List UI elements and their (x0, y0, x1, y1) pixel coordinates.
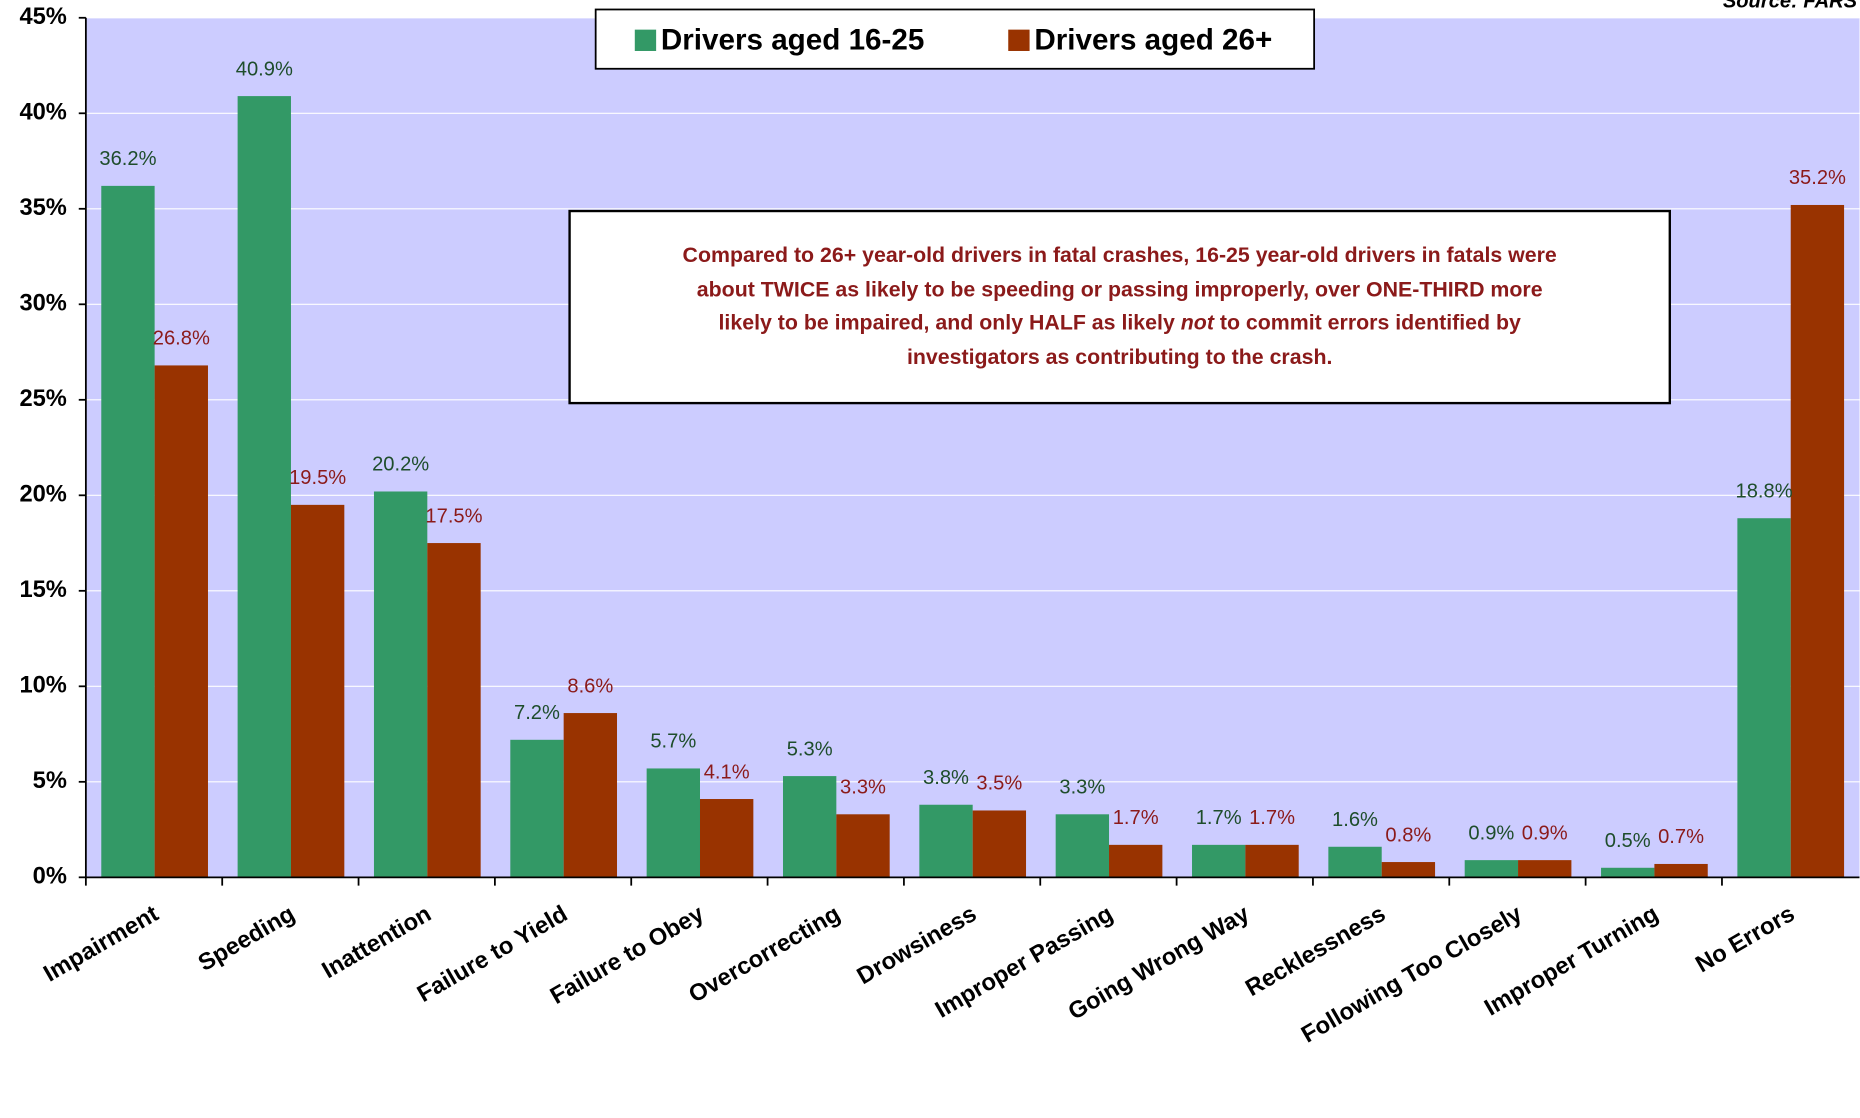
bar (510, 739, 564, 878)
value-label: 40.9% (236, 58, 293, 80)
bar (290, 504, 345, 878)
legend-label: Drivers aged 16-25 (661, 23, 925, 56)
value-label: 19.5% (289, 467, 346, 489)
annotation-line: Compared to 26+ year-old drivers in fata… (683, 243, 1557, 267)
annotation-box (568, 209, 1671, 405)
y-tick-label: 20% (19, 482, 66, 508)
bar (1245, 844, 1299, 878)
bar (1737, 518, 1791, 878)
annotation-emphasis: not (1181, 310, 1215, 334)
bar (427, 543, 481, 878)
value-label: 3.8% (923, 767, 969, 789)
y-tick-label: 30% (19, 291, 66, 317)
value-label: 8.6% (567, 675, 613, 697)
legend (594, 8, 1316, 70)
bar (237, 96, 291, 878)
y-tick-label: 40% (19, 100, 66, 126)
bar (1192, 844, 1246, 878)
annotation-text: about TWICE as likely to be speeding or … (697, 277, 1543, 301)
value-label: 17.5% (425, 505, 482, 527)
bar (563, 713, 618, 878)
bar (1055, 814, 1110, 878)
value-label: 18.8% (1735, 480, 1792, 502)
annotation-text: likely to be impaired, and only HALF as … (719, 310, 1181, 334)
y-tick-label: 0% (33, 864, 67, 890)
bar (972, 810, 1027, 878)
bar (373, 491, 428, 878)
plot-area (85, 17, 1860, 878)
value-label: 1.7% (1113, 807, 1159, 829)
x-tick-label: Following Too Closely (1297, 901, 1527, 1049)
value-label: 0.5% (1605, 830, 1651, 852)
value-label: 0.8% (1385, 824, 1431, 846)
bar (1518, 860, 1572, 878)
value-label: 5.3% (787, 738, 833, 760)
x-tick-label: No Errors (1692, 901, 1800, 978)
value-label: 1.7% (1196, 807, 1242, 829)
bar (699, 799, 754, 878)
x-tick-label: Impairment (39, 901, 163, 987)
y-tick-label: 5% (33, 768, 67, 794)
annotation-line: likely to be impaired, and only HALF as … (719, 310, 1521, 334)
legend-swatch (634, 29, 657, 51)
x-tick-label: Drowsiness (853, 901, 981, 990)
annotation-line: investigators as contributing to the cra… (907, 345, 1332, 369)
bar (1464, 860, 1519, 878)
value-label: 4.1% (704, 761, 750, 783)
annotation-text: investigators as contributing to the cra… (907, 345, 1332, 369)
bar (836, 814, 890, 878)
annotation-text: Compared to 26+ year-old drivers in fata… (683, 243, 1557, 267)
x-tick-label: Inattention (318, 901, 436, 984)
y-tick-label: 10% (19, 673, 66, 699)
value-label: 0.9% (1522, 822, 1568, 844)
bar (154, 365, 208, 878)
value-label: 20.2% (372, 454, 429, 476)
value-label: 1.7% (1249, 807, 1295, 829)
value-label: 3.3% (1059, 777, 1105, 799)
value-label: 3.3% (840, 777, 886, 799)
value-label: 0.9% (1468, 822, 1514, 844)
value-label: 5.7% (650, 731, 696, 753)
bar (1328, 846, 1382, 878)
annotation-line: about TWICE as likely to be speeding or … (697, 277, 1543, 301)
x-tick-label: Speeding (194, 901, 299, 977)
bar (1109, 844, 1163, 878)
value-label: 35.2% (1789, 167, 1846, 189)
value-label: 3.5% (976, 773, 1022, 795)
value-label: 36.2% (99, 148, 156, 170)
y-tick-label: 15% (19, 577, 66, 603)
bar (646, 768, 700, 878)
value-label: 7.2% (514, 702, 560, 724)
y-tick-label: 25% (19, 386, 66, 412)
bar (1654, 863, 1708, 878)
annotation-text: to commit errors identified by (1214, 310, 1521, 334)
legend-swatch (1008, 29, 1030, 51)
y-tick-label: 35% (19, 195, 66, 221)
bar (919, 804, 973, 878)
y-tick-label: 45% (19, 4, 66, 30)
value-label: 0.7% (1658, 826, 1704, 848)
value-label: 1.6% (1332, 809, 1378, 831)
value-label: 26.8% (153, 328, 210, 350)
source: Source: FARS (1723, 0, 1858, 13)
bar (1381, 862, 1436, 878)
bar (1601, 867, 1655, 878)
x-tick-label: Failure to Obey (546, 901, 709, 1010)
bar (782, 776, 837, 878)
bar (1790, 204, 1845, 878)
legend-label: Drivers aged 26+ (1034, 23, 1272, 56)
x-tick-label: Overcorrecting (685, 901, 845, 1008)
bar (101, 185, 155, 878)
